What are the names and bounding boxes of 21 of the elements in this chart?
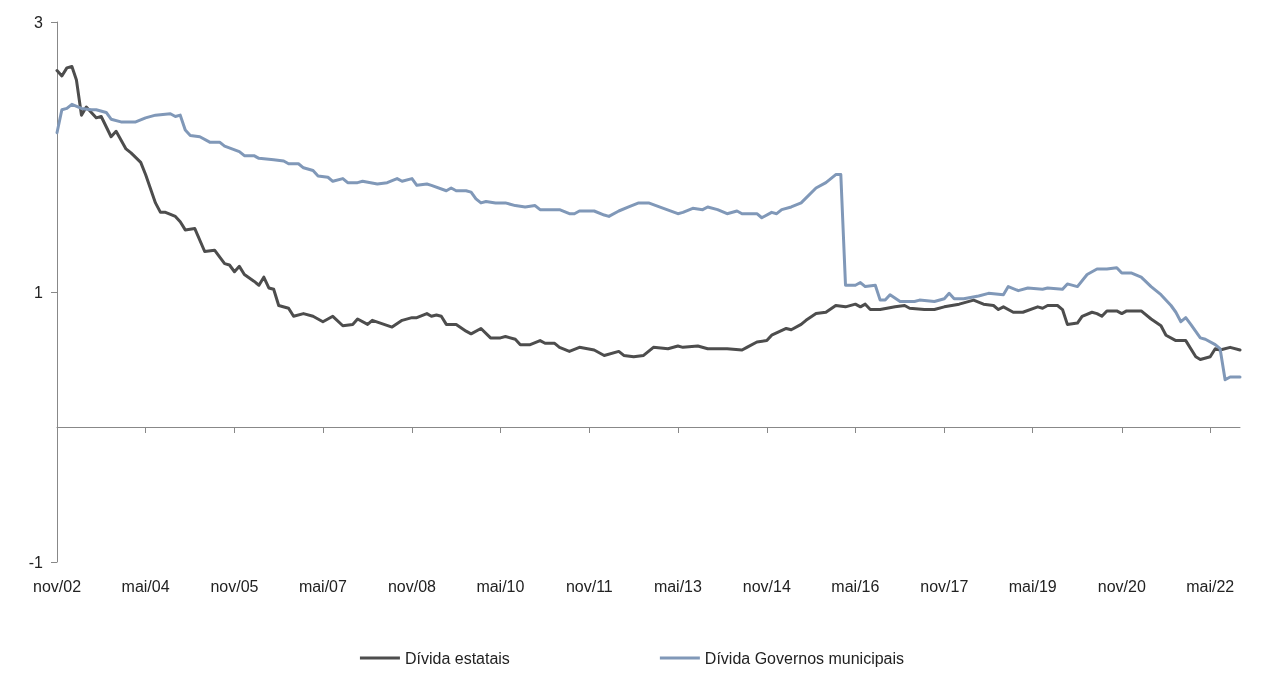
x-tick-label: nov/05 xyxy=(210,577,259,595)
x-tick-label: mai/10 xyxy=(476,577,525,595)
x-tick-label: nov/14 xyxy=(742,577,791,595)
legend-label: Dívida Governos municipais xyxy=(704,649,905,667)
x-tick-label: mai/07 xyxy=(298,577,348,595)
line-series xyxy=(55,65,1242,361)
x-tick-label: mai/13 xyxy=(653,577,702,595)
x-tick-label: nov/02 xyxy=(32,577,82,595)
y-tick-label: 3 xyxy=(34,13,44,31)
x-tick-label: mai/19 xyxy=(1008,577,1057,595)
y-tick-label: 1 xyxy=(34,283,44,301)
legend-label: Dívida estatais xyxy=(404,649,510,667)
x-tick-label: nov/20 xyxy=(1097,577,1146,595)
x-tick-label: nov/17 xyxy=(920,577,969,595)
x-tick-label: mai/16 xyxy=(831,577,880,595)
x-tick-label: nov/08 xyxy=(387,577,437,595)
x-tick-label: nov/11 xyxy=(565,577,613,595)
y-tick-label: -1 xyxy=(28,553,44,571)
line-series xyxy=(55,102,1242,382)
x-tick-label: mai/22 xyxy=(1186,577,1235,595)
x-tick-label: mai/04 xyxy=(121,577,170,595)
